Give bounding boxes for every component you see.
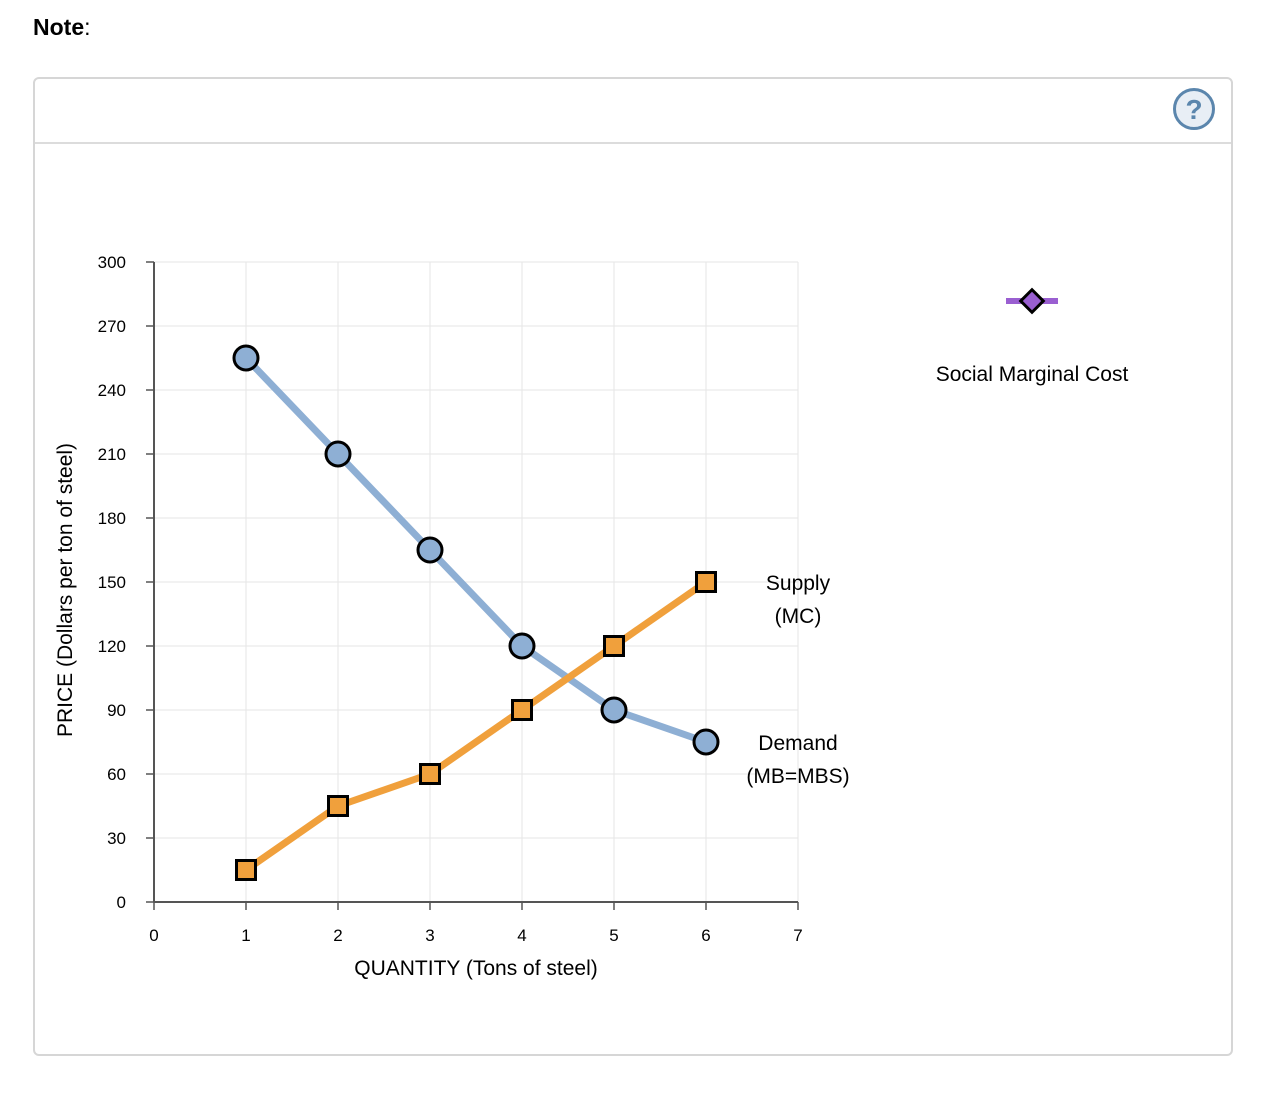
x-tick-label-0: 0 xyxy=(149,926,158,945)
social-marginal-cost-label: Social Marginal Cost xyxy=(936,363,1129,386)
y-tick-label-120: 120 xyxy=(98,637,126,656)
legend-social-marginal-cost[interactable]: Social Marginal Cost xyxy=(936,287,1129,386)
y-tick-label-180: 180 xyxy=(98,509,126,528)
supply-point-5 xyxy=(603,635,625,657)
social-marginal-cost-diamond-icon[interactable] xyxy=(1018,287,1046,315)
series-labels: Demand (MB=MBS) Supply (MC) xyxy=(746,572,849,788)
chart-ticks: 0 1 2 3 4 5 6 7 0 30 60 90 120 150 180 210 240 270 300 xyxy=(98,253,803,945)
chart-series xyxy=(232,344,720,881)
supply-point-2 xyxy=(327,795,349,817)
demand-label-line-2: (MB=MBS) xyxy=(746,765,849,788)
chart-grid xyxy=(154,261,799,902)
y-tick-label-270: 270 xyxy=(98,317,126,336)
x-tick-label-5: 5 xyxy=(609,926,618,945)
x-tick-label-6: 6 xyxy=(701,926,710,945)
supply-point-4 xyxy=(511,699,533,721)
supply-point-6 xyxy=(695,571,717,593)
y-tick-label-30: 30 xyxy=(107,829,126,848)
panel-header: ? xyxy=(35,79,1231,144)
x-tick-label-4: 4 xyxy=(517,926,526,945)
y-tick-label-150: 150 xyxy=(98,573,126,592)
x-axis-label: QUANTITY (Tons of steel) xyxy=(354,957,598,980)
supply-point-1 xyxy=(235,859,257,881)
y-axis-label: PRICE (Dollars per ton of steel) xyxy=(54,443,77,737)
supply-point-3 xyxy=(419,763,441,785)
x-tick-label-3: 3 xyxy=(425,926,434,945)
demand-point-5 xyxy=(600,696,628,724)
supply-label-line-2: (MC) xyxy=(775,605,822,628)
graph-panel: ? xyxy=(33,77,1233,1056)
x-tick-label-1: 1 xyxy=(241,926,250,945)
demand-point-2 xyxy=(324,440,352,468)
demand-point-1 xyxy=(232,344,260,372)
y-tick-label-0: 0 xyxy=(117,893,126,912)
supply-line xyxy=(242,578,710,874)
demand-point-4 xyxy=(508,632,536,660)
supply-label-line-1: Supply xyxy=(766,572,831,595)
demand-label-line-1: Demand xyxy=(758,732,837,755)
y-tick-label-300: 300 xyxy=(98,253,126,272)
demand-point-3 xyxy=(416,536,444,564)
y-tick-label-90: 90 xyxy=(107,701,126,720)
help-icon[interactable]: ? xyxy=(1173,88,1215,130)
y-tick-label-240: 240 xyxy=(98,381,126,400)
x-tick-label-7: 7 xyxy=(793,926,802,945)
y-tick-label-210: 210 xyxy=(98,445,126,464)
y-tick-label-60: 60 xyxy=(107,765,126,784)
demand-point-6 xyxy=(692,728,720,756)
demand-line xyxy=(242,354,710,746)
x-tick-label-2: 2 xyxy=(333,926,342,945)
note-label: Note: xyxy=(33,14,91,40)
